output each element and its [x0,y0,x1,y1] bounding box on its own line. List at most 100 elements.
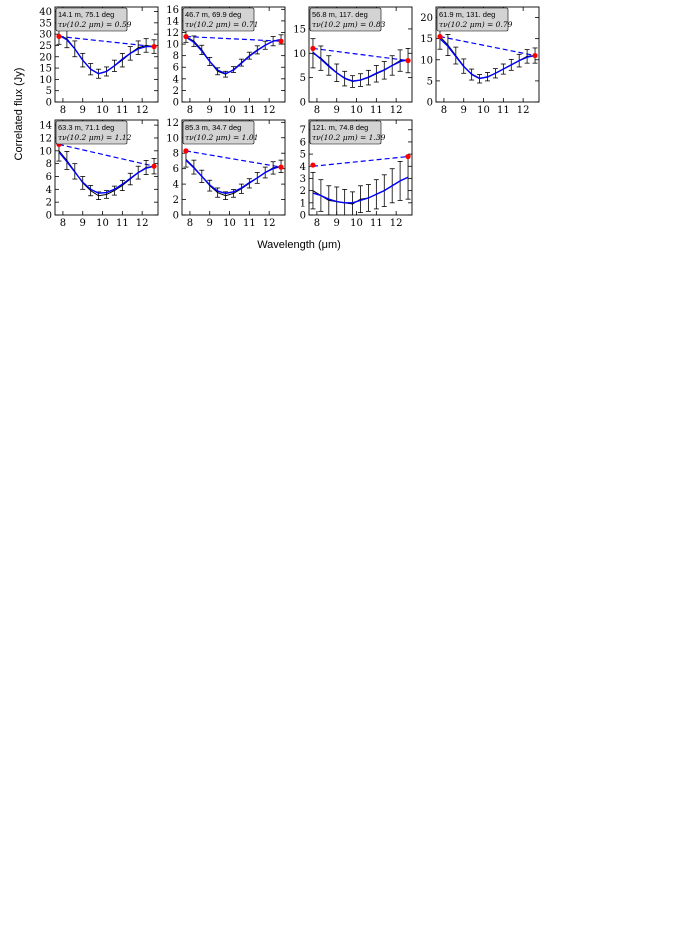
annotation-baseline: 56.8 m, 117. deg [312,10,368,19]
y-tick-label: 10 [39,75,52,86]
y-tick-label: 4 [46,185,52,196]
x-tick-label: 10 [350,105,363,116]
continuum-line [185,150,282,168]
x-tick-label: 11 [370,218,383,229]
panel-frame [308,6,413,103]
panel-data [183,148,284,200]
red-point [532,52,538,59]
x-tick-label: 9 [80,105,86,116]
red-point [278,164,284,170]
x-tick-label: 8 [60,218,66,229]
y-tick-label: 0 [173,211,179,222]
annotation-baseline: 14.1 m, 75.1 deg [58,10,114,19]
y-tick-label: 10 [420,55,433,66]
red-point [310,45,316,52]
y-tick-label: 12 [166,118,179,129]
annotation-box [182,120,255,145]
x-tick-label: 12 [263,218,276,229]
x-tick-label: 11 [116,218,129,229]
y-tick-label: 8 [173,51,179,62]
panel-frame [181,119,286,216]
x-tick-label: 11 [116,105,129,116]
data-line [58,150,155,197]
y-tick-label: 20 [420,13,433,24]
panel-frame [54,6,159,103]
y-tick-label: 5 [427,76,433,87]
y-tick-label: 15 [39,64,52,75]
annotation-box [436,7,509,32]
y-tick-label: 6 [173,63,179,74]
x-tick-label: 11 [243,105,256,116]
y-tick-label: 5 [300,150,306,161]
y-tick-label: 4 [173,74,179,85]
annotation-box [182,7,255,32]
y-tick-label: 6 [300,137,306,148]
x-tick-label: 10 [96,105,109,116]
model-line [185,36,282,75]
red-point [405,153,411,160]
y-tick-label: 8 [46,159,52,170]
x-axis-label: Wavelength (μm) [257,239,341,251]
y-axis-label: Correlated flux (Jy) [13,68,25,161]
y-tick-label: 7 [300,125,306,136]
x-tick-label: 11 [243,218,256,229]
red-point [405,57,411,64]
y-tick-label: 40 [39,7,52,18]
panel-data [56,25,157,79]
annotation-box [309,120,382,145]
panel-data [56,140,157,200]
y-tick-label: 12 [39,133,52,144]
panel-data [310,153,411,215]
panel-frame [435,6,540,103]
x-tick-label: 8 [314,105,320,116]
y-tick-label: 14 [166,16,179,27]
x-tick-label: 10 [477,105,490,116]
annotation-tau: τν(10.2 μm) = 1.01 [185,133,258,142]
y-tick-label: 2 [173,195,179,206]
panel-frame [181,6,286,103]
continuum-line [439,35,536,57]
y-tick-label: 30 [39,30,52,41]
annotation-tau: τν(10.2 μm) = 0.79 [439,20,513,29]
red-point [437,33,443,40]
x-tick-label: 9 [80,218,86,229]
panel-data [437,23,538,84]
red-point [310,162,316,168]
y-tick-label: 4 [173,180,179,191]
x-tick-label: 10 [223,218,236,229]
y-tick-label: 14 [39,121,52,132]
panel-4: 8 9 10 11 12 0 5 10 15 20 61.9 m, 131. degτν(10.2 … [420,6,540,116]
red-point [151,163,157,169]
y-tick-label: 15 [420,34,433,45]
annotation-baseline: 85.3 m, 34.7 deg [185,123,241,132]
x-tick-label: 11 [497,105,510,116]
y-tick-label: 10 [293,49,306,60]
annotation-box [55,120,128,145]
panel-frame [308,119,413,216]
model-line [185,159,282,195]
model-line [58,151,155,194]
x-tick-label: 9 [207,218,213,229]
y-tick-label: 8 [173,149,179,160]
x-tick-label: 11 [370,105,383,116]
x-tick-label: 12 [390,105,403,116]
y-tick-label: 6 [46,172,52,183]
y-tick-label: 2 [46,198,52,209]
annotation-tau: τν(10.2 μm) = 0.83 [312,20,386,29]
annotation-box [55,7,128,32]
y-tick-label: 10 [166,133,179,144]
y-tick-label: 0 [427,98,433,109]
red-point [183,33,189,40]
annotation-tau: τν(10.2 μm) = 0.59 [58,20,132,29]
x-tick-label: 8 [60,105,66,116]
panel-data [183,30,284,78]
y-tick-label: 3 [300,174,306,185]
annotation-tau: τν(10.2 μm) = 0.71 [185,20,258,29]
x-tick-label: 10 [96,218,109,229]
